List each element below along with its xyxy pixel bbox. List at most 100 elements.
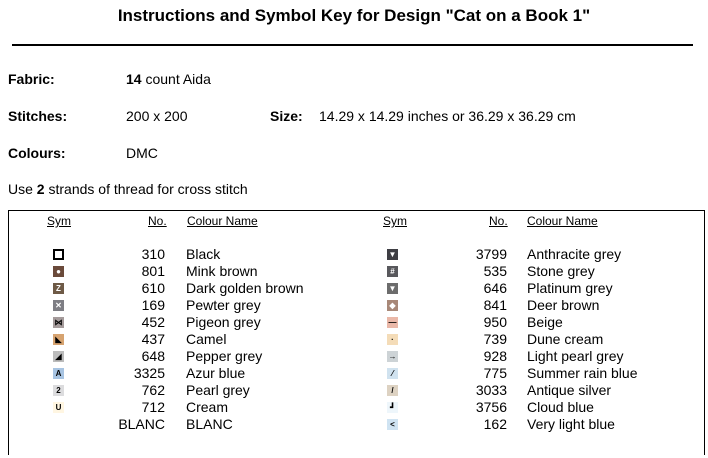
strand-count: 2 bbox=[36, 181, 45, 197]
note-pre: Use bbox=[8, 181, 37, 197]
dash-icon: — bbox=[387, 317, 398, 328]
key-row: ◢ 648 Pepper grey bbox=[0, 348, 708, 365]
key-row: ✕ 169 Pewter grey bbox=[0, 297, 708, 314]
colour-name: Pearl grey bbox=[186, 382, 250, 398]
stitches-label: Stitches: bbox=[8, 108, 68, 124]
key-row: → 928 Light pearl grey bbox=[0, 348, 708, 365]
header-name-left: Colour Name bbox=[187, 214, 258, 228]
slash-icon: ⁄ bbox=[387, 368, 398, 379]
key-row: Z 610 Dark golden brown bbox=[0, 280, 708, 297]
symbol-key-table bbox=[8, 210, 705, 455]
colour-name: Stone grey bbox=[527, 263, 595, 279]
colour-number: 775 bbox=[483, 365, 507, 381]
header-sym-left: Sym bbox=[47, 214, 71, 228]
triangle-icon: ◣ bbox=[53, 334, 64, 345]
key-row: ▼ 3799 Anthracite grey bbox=[0, 246, 708, 263]
colour-name: Cloud blue bbox=[527, 399, 594, 415]
key-row: U 712 Cream bbox=[0, 399, 708, 416]
key-row: ┛ 3756 Cloud blue bbox=[0, 399, 708, 416]
colour-name: Pigeon grey bbox=[186, 314, 261, 330]
key-row: <162 Very light blue bbox=[0, 416, 708, 433]
header-no-left: No. bbox=[148, 214, 167, 228]
key-row: ⁄ 775 Summer rain blue bbox=[0, 365, 708, 382]
colour-number: 801 bbox=[141, 263, 165, 279]
fabric-count: 14 bbox=[126, 71, 142, 87]
colour-number: 950 bbox=[483, 314, 507, 330]
slash-icon: / bbox=[387, 385, 398, 396]
less-than-icon: < bbox=[387, 419, 398, 430]
key-row: ● 801 Mink brown bbox=[0, 263, 708, 280]
key-row: 310 Black bbox=[0, 246, 708, 263]
key-row: ◆ 841 Deer brown bbox=[0, 297, 708, 314]
dot-icon: · bbox=[387, 334, 398, 345]
colour-number: 762 bbox=[141, 382, 165, 398]
letter-u-icon: U bbox=[53, 402, 64, 413]
header-name-right: Colour Name bbox=[527, 214, 598, 228]
instruction-note: Use 2 strands of thread for cross stitch bbox=[8, 181, 248, 197]
colour-number: 310 bbox=[141, 246, 165, 262]
blank-icon bbox=[53, 419, 64, 430]
fabric-type: count Aida bbox=[141, 71, 211, 87]
wedge-icon: ◢ bbox=[53, 351, 64, 362]
circle-icon: ● bbox=[53, 266, 64, 277]
colour-number: 928 bbox=[483, 348, 507, 364]
key-row: ◣ 437 Camel bbox=[0, 331, 708, 348]
colours-label: Colours: bbox=[8, 145, 66, 161]
arrow-icon: → bbox=[387, 351, 398, 362]
colour-number: 452 bbox=[141, 314, 165, 330]
colour-name: Anthracite grey bbox=[527, 246, 622, 262]
colour-name: Dark golden brown bbox=[186, 280, 304, 296]
diamond-icon: ◆ bbox=[387, 300, 398, 311]
key-row: / 3033 Antique silver bbox=[0, 382, 708, 399]
colour-name: Mink brown bbox=[186, 263, 258, 279]
colour-number: 841 bbox=[483, 297, 507, 313]
size-label: Size: bbox=[270, 108, 303, 124]
page-title: Instructions and Symbol Key for Design "… bbox=[117, 6, 591, 25]
key-row: #535 Stone grey bbox=[0, 263, 708, 280]
hash-icon: # bbox=[387, 266, 398, 277]
key-row: A 3325 Azur blue bbox=[0, 365, 708, 382]
colour-name: Antique silver bbox=[527, 382, 612, 398]
digit-two-icon: 2 bbox=[53, 385, 64, 396]
colour-name: Very light blue bbox=[527, 416, 615, 432]
down-triangle-icon: ▼ bbox=[387, 283, 398, 294]
colour-number: 162 bbox=[483, 416, 507, 432]
key-row: 2 762 Pearl grey bbox=[0, 382, 708, 399]
cross-icon: ✕ bbox=[53, 300, 64, 311]
colour-number: 3799 bbox=[475, 246, 507, 262]
letter-a-icon: A bbox=[53, 368, 64, 379]
colour-number: 437 bbox=[141, 331, 165, 347]
colour-name: Cream bbox=[186, 399, 229, 415]
note-post: strands of thread for cross stitch bbox=[44, 181, 248, 197]
colour-number: 648 bbox=[141, 348, 165, 364]
colour-number: 169 bbox=[141, 297, 165, 313]
colour-number: BLANC bbox=[118, 416, 165, 432]
title-underline bbox=[12, 44, 693, 46]
bowtie-icon: ⋈ bbox=[53, 317, 64, 328]
stitches-value: 200 x 200 bbox=[126, 108, 188, 124]
colours-value: DMC bbox=[126, 145, 158, 161]
colour-number: 3756 bbox=[475, 399, 507, 415]
colour-name: Beige bbox=[527, 314, 563, 330]
corner-icon: ┛ bbox=[387, 402, 398, 413]
key-row: BLANC BLANC bbox=[0, 416, 708, 433]
colour-name: Summer rain blue bbox=[527, 365, 638, 381]
key-row: ▼ 646 Platinum grey bbox=[0, 280, 708, 297]
colour-name: Pepper grey bbox=[186, 348, 263, 364]
empty-square-icon bbox=[53, 249, 64, 260]
colour-name: Platinum grey bbox=[527, 280, 613, 296]
colour-number: 610 bbox=[141, 280, 165, 296]
colour-name: Black bbox=[186, 246, 221, 262]
letter-z-icon: Z bbox=[53, 283, 64, 294]
colour-name: Light pearl grey bbox=[527, 348, 624, 364]
key-row: — 950 Beige bbox=[0, 314, 708, 331]
colour-number: 712 bbox=[141, 399, 165, 415]
colour-number: 3325 bbox=[133, 365, 165, 381]
colour-name: Deer brown bbox=[527, 297, 600, 313]
size-value: 14.29 x 14.29 inches or 36.29 x 36.29 cm bbox=[319, 108, 576, 124]
colour-number: 535 bbox=[483, 263, 507, 279]
colour-number: 739 bbox=[483, 331, 507, 347]
key-row: ⋈ 452 Pigeon grey bbox=[0, 314, 708, 331]
key-row: · 739 Dune cream bbox=[0, 331, 708, 348]
colour-name: Pewter grey bbox=[186, 297, 261, 313]
